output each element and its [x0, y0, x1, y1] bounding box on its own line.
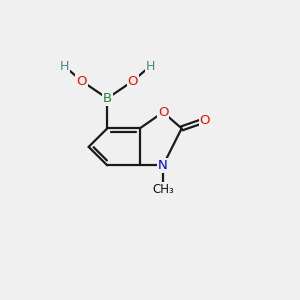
Text: H: H [146, 59, 155, 73]
Text: O: O [128, 74, 138, 88]
Text: O: O [76, 74, 87, 88]
Text: H: H [59, 59, 69, 73]
Text: N: N [158, 159, 168, 172]
Text: CH₃: CH₃ [152, 183, 174, 196]
Text: B: B [103, 92, 112, 105]
Text: O: O [158, 106, 168, 119]
Text: O: O [200, 114, 210, 127]
